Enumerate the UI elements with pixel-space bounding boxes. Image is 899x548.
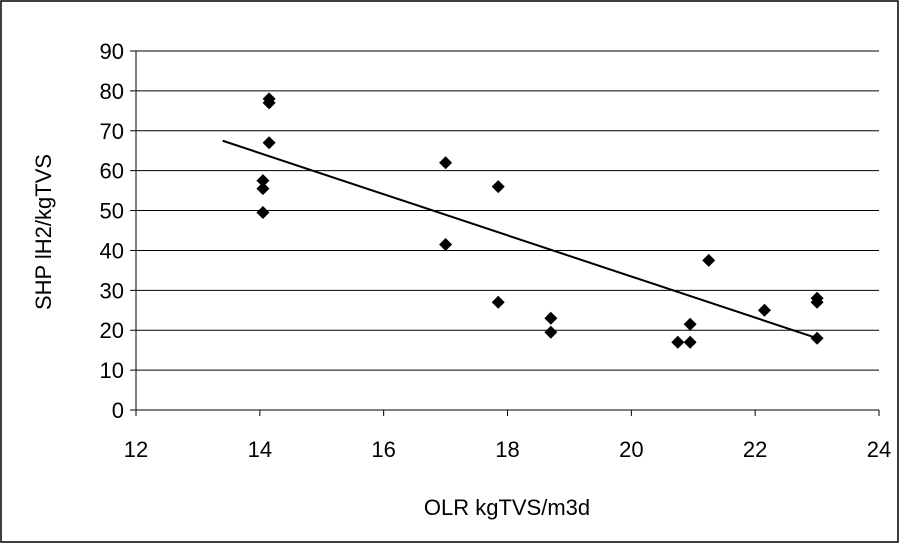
data-point-0-11	[544, 325, 558, 339]
y-tick-label-90: 90	[100, 39, 124, 64]
x-tick-label-12: 12	[124, 437, 148, 462]
y-tick-label-40: 40	[100, 238, 124, 263]
data-point-0-0	[256, 174, 270, 188]
data-point-0-13	[683, 317, 697, 331]
tick-labels: 0 10 20 30 40 50 60 70 80 90 12 14 16 18 20 22 24	[100, 39, 892, 462]
data-point-0-2	[256, 206, 270, 220]
y-tick-label-80: 80	[100, 79, 124, 104]
data-point-0-1	[256, 182, 270, 196]
x-tick-label-16: 16	[371, 437, 395, 462]
data-point-0-16	[757, 303, 771, 317]
x-tick-label-18: 18	[495, 437, 519, 462]
x-tick-label-14: 14	[248, 437, 272, 462]
data-point-0-19	[810, 331, 824, 345]
y-axis-label: SHP lH2/kgTVS	[31, 154, 56, 310]
y-tick-label-60: 60	[100, 159, 124, 184]
x-tick-label-22: 22	[743, 437, 767, 462]
y-tick-label-70: 70	[100, 119, 124, 144]
y-tick-label-0: 0	[112, 398, 124, 423]
data-point-0-6	[439, 156, 453, 170]
axes	[130, 50, 880, 416]
data-point-0-15	[702, 253, 716, 267]
trendline-layer	[222, 139, 818, 340]
y-tick-label-10: 10	[100, 358, 124, 383]
data-point-0-14	[683, 335, 697, 349]
data-point-0-12	[671, 335, 685, 349]
data-point-0-9	[491, 295, 505, 309]
data-point-0-10	[544, 311, 558, 325]
data-points	[256, 92, 824, 349]
data-point-0-18	[810, 295, 824, 309]
y-tick-label-50: 50	[100, 199, 124, 224]
x-tick-label-20: 20	[619, 437, 643, 462]
trendline	[222, 139, 818, 340]
data-point-0-8	[491, 180, 505, 194]
data-point-0-7	[439, 237, 453, 251]
data-point-0-4	[262, 96, 276, 110]
y-tick-label-30: 30	[100, 278, 124, 303]
y-tick-label-20: 20	[100, 318, 124, 343]
data-point-0-5	[262, 136, 276, 150]
x-axis-label: OLR kgTVS/m3d	[424, 495, 590, 520]
gridlines	[136, 50, 879, 371]
x-tick-label-24: 24	[867, 437, 891, 462]
